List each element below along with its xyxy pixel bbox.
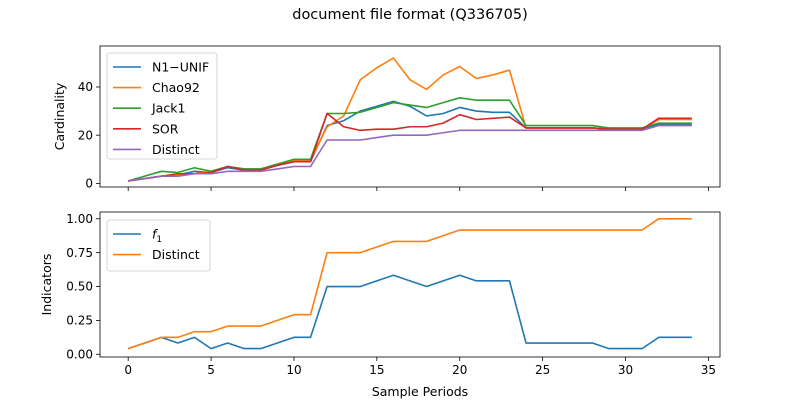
- legend-label: Chao92: [152, 80, 200, 95]
- legend-box: [106, 219, 211, 272]
- legend-label: Jack1: [151, 101, 185, 116]
- y-tick-label: 0.00: [66, 347, 93, 361]
- series-line-1-1: [127, 217, 692, 350]
- y-tick-label: 0: [85, 177, 93, 191]
- x-tick-label: 25: [535, 363, 550, 377]
- chart-title: document file format (Q336705): [292, 7, 528, 23]
- legend-box: [106, 52, 218, 160]
- y-tick-label: 1.00: [66, 212, 93, 226]
- indicators-panel: 0 5 10 15 20 25 30 35 0.00 0.25 0.50 0.75 1.00 Indica…: [39, 211, 721, 399]
- y-axis-label: Cardinality: [52, 82, 67, 150]
- cardinality-panel: 0 20 40 Cardinality N1−UNIF Chao92 Jack1 SOR Dis…: [52, 45, 721, 191]
- x-tick-label: 10: [286, 363, 301, 377]
- legend-label: f1: [152, 227, 162, 246]
- y-tick-label: 40: [78, 80, 93, 94]
- legend-label: Distinct: [152, 247, 200, 262]
- legend-label: SOR: [152, 121, 179, 136]
- legend-label: Distinct: [152, 142, 200, 157]
- series-line-0-4: [128, 124, 692, 182]
- legend: N1−UNIF Chao92 Jack1 SOR Distinct: [106, 52, 218, 160]
- y-tick-label: 0.25: [66, 314, 93, 328]
- y-tick-label: 0.50: [66, 280, 93, 294]
- series-line-0-3: [128, 112, 692, 182]
- y-tick-label: 0.75: [66, 246, 93, 260]
- y-axis-label: Indicators: [39, 254, 54, 316]
- legend-label: N1−UNIF: [152, 60, 209, 75]
- y-tick-label: 20: [78, 128, 93, 142]
- x-tick-label: 20: [452, 363, 467, 377]
- x-tick-label: 0: [124, 363, 132, 377]
- x-tick-label: 5: [207, 363, 215, 377]
- x-tick-label: 15: [369, 363, 384, 377]
- x-axis-label: Sample Periods: [372, 384, 468, 399]
- x-tick-label: 30: [618, 363, 633, 377]
- x-tick-label: 35: [701, 363, 716, 377]
- axes-frame: [99, 211, 721, 358]
- series-line-1-0: [127, 274, 692, 350]
- axes-frame: [99, 45, 721, 188]
